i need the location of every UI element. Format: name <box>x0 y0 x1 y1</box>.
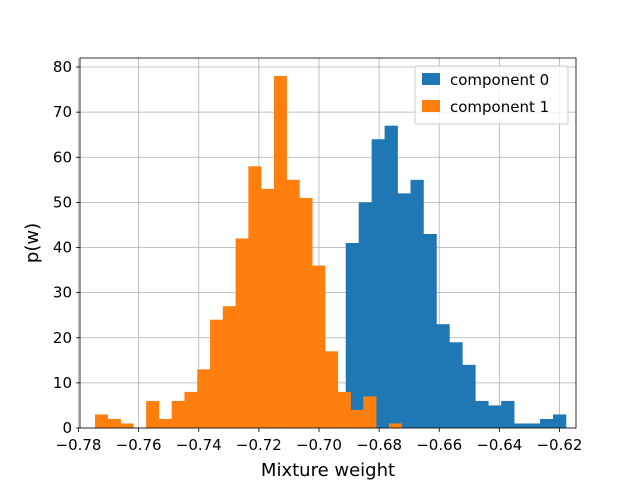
histogram-bar <box>299 197 313 428</box>
histogram-bar <box>475 400 489 428</box>
histogram-bar <box>107 418 121 428</box>
legend-swatch-component-1 <box>422 100 440 112</box>
legend-label-component-0: component 0 <box>450 71 549 89</box>
histogram-bar <box>95 414 109 428</box>
histogram-bar <box>436 324 450 428</box>
histogram-bar <box>388 423 402 428</box>
histogram-bar <box>286 179 300 428</box>
series-component-1 <box>95 76 402 429</box>
histogram-bar <box>462 364 476 428</box>
x-tick-label: −0.78 <box>56 436 102 454</box>
y-tick-label: 50 <box>53 193 72 211</box>
histogram-bar <box>501 400 515 428</box>
x-tick-label: −0.62 <box>536 436 582 454</box>
histogram-bar <box>514 423 528 428</box>
x-tick-label: −0.68 <box>356 436 402 454</box>
histogram-bar <box>527 423 541 428</box>
histogram-bar <box>248 166 262 429</box>
histogram-bar <box>197 369 211 428</box>
legend-box <box>414 65 569 125</box>
histogram-bar <box>410 179 424 428</box>
histogram-bar <box>222 306 236 428</box>
histogram-bar <box>449 342 463 428</box>
legend-label-component-1: component 1 <box>450 98 549 116</box>
x-tick-label: −0.70 <box>296 436 342 454</box>
y-tick-label: 60 <box>53 148 72 166</box>
histogram-bar <box>158 418 172 428</box>
histogram-bar <box>312 265 326 428</box>
histogram-bar <box>553 414 567 428</box>
y-tick-label: 0 <box>62 419 72 437</box>
histogram-bar <box>171 400 185 428</box>
grid-lines <box>78 58 576 429</box>
histogram-bars <box>95 76 567 429</box>
histogram-bar <box>371 139 385 428</box>
histogram-bar <box>397 193 411 428</box>
plot-frame <box>79 57 577 429</box>
series-component-0 <box>345 125 567 429</box>
x-tick-label: −0.64 <box>476 436 522 454</box>
histogram-bar <box>261 188 275 428</box>
histogram-bar <box>235 238 249 428</box>
tick-labels: −0.78 −0.76 −0.74 −0.72 −0.70 −0.68 −0.66 −0.64… <box>53 58 583 454</box>
histogram-bar <box>210 319 224 428</box>
histogram-bar <box>540 418 554 428</box>
histogram-bar <box>273 76 287 429</box>
y-tick-label: 30 <box>53 284 72 302</box>
axes <box>76 57 577 432</box>
y-tick-label: 40 <box>53 239 72 257</box>
histogram-bar <box>324 351 339 428</box>
x-tick-label: −0.66 <box>416 436 462 454</box>
x-tick-label: −0.72 <box>236 436 282 454</box>
y-tick-label: 10 <box>53 374 72 392</box>
y-tick-label: 20 <box>53 329 72 347</box>
x-tick-label: −0.76 <box>116 436 162 454</box>
histogram-bar <box>423 233 437 428</box>
histogram-bar <box>384 125 398 429</box>
y-tick-label: 80 <box>53 58 72 76</box>
y-tick-label: 70 <box>53 103 72 121</box>
histogram-bar <box>120 423 134 428</box>
legend: component 0 component 1 <box>414 65 569 125</box>
x-tick-label: −0.74 <box>176 436 222 454</box>
y-axis-label: p(w) <box>22 223 43 263</box>
histogram-bar <box>363 396 377 428</box>
legend-swatch-component-0 <box>422 73 440 85</box>
histogram-bar <box>146 400 160 428</box>
histogram-bar <box>488 405 502 428</box>
histogram-bar <box>350 409 364 428</box>
x-axis-label: Mixture weight <box>261 460 395 480</box>
histogram-bar <box>337 391 351 428</box>
histogram-bar <box>184 391 198 428</box>
histogram-bar <box>345 243 359 428</box>
histogram-bar <box>358 202 372 428</box>
